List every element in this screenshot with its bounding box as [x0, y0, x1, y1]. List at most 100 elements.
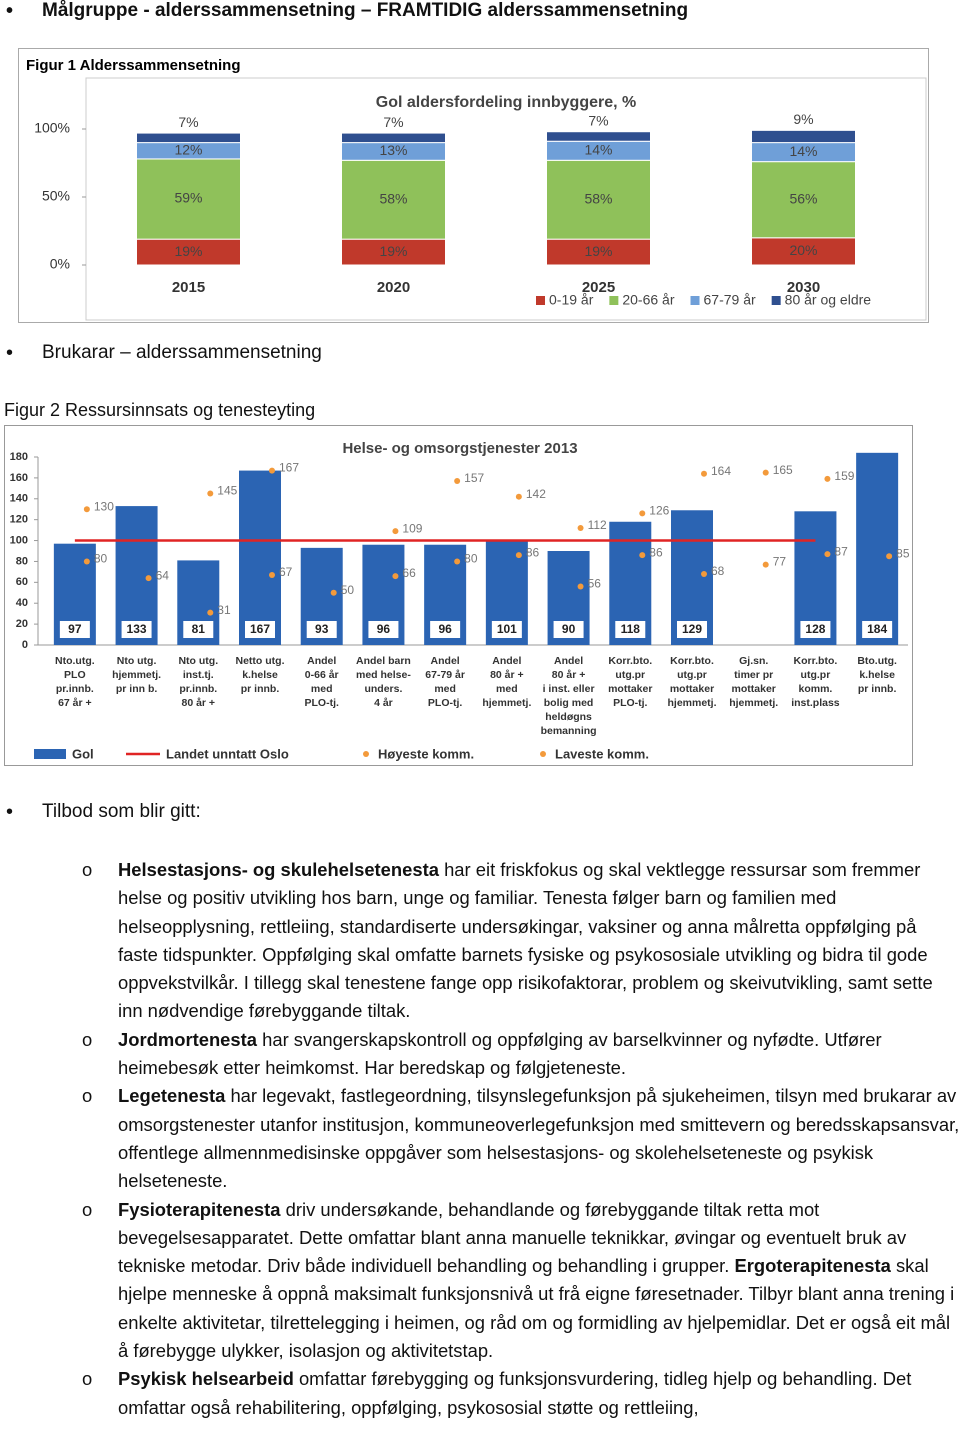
x-tick-label: Gj.sn. [739, 655, 768, 667]
bar-segment [751, 161, 856, 239]
bar [856, 452, 899, 645]
x-tick-label: 2030 [787, 279, 820, 296]
x-tick-label: Bto.utg. [857, 655, 897, 667]
data-label: 19% [174, 243, 202, 259]
x-tick-label: Nto utg. [178, 655, 218, 667]
data-label: 101 [497, 622, 517, 636]
point [577, 525, 584, 532]
x-tick-label: mottaker [608, 683, 652, 695]
data-label: 13% [379, 142, 407, 158]
description: omfattar førebygging og funksjonsvurderi… [118, 1368, 912, 1418]
data-label: 59% [174, 190, 202, 206]
data-label: 7% [588, 112, 608, 128]
x-tick-label: hjemmetj. [482, 697, 531, 709]
data-label: 96 [377, 622, 391, 636]
x-tick-label: PLO [64, 669, 86, 681]
chart-title: Gol aldersfordeling innbyggere, % [376, 94, 636, 111]
x-tick-label: 80 år + [181, 697, 215, 709]
point [639, 510, 646, 517]
data-label: 68 [711, 564, 725, 578]
x-tick-label: PLO-tj. [428, 697, 462, 709]
x-tick-label: timer pr [734, 669, 773, 681]
x-tick-label: 2025 [582, 279, 615, 296]
data-label: 85 [896, 546, 910, 560]
x-tick-label: Andel [431, 655, 460, 667]
x-tick-label: Korr.bto. [608, 655, 652, 667]
data-label: 50 [341, 583, 355, 597]
legend-swatch [771, 296, 781, 305]
y-tick-label: 50% [42, 188, 70, 204]
x-tick-label: pr.innb. [179, 683, 217, 695]
data-label: 167 [279, 461, 299, 475]
x-tick-label: Andel [492, 655, 521, 667]
x-tick-label: med [311, 683, 333, 695]
value-box [306, 621, 337, 638]
point [701, 570, 707, 577]
legend-label: Laveste komm. [555, 746, 649, 761]
data-label: 67 [279, 565, 293, 579]
y-tick-label: 180 [10, 451, 28, 463]
point [145, 575, 152, 582]
point [762, 561, 769, 568]
point [207, 609, 214, 616]
data-label: 86 [526, 545, 540, 559]
description: driv undersøkande, behandlande og føreby… [118, 1198, 907, 1277]
bar-segment [751, 129, 856, 144]
service-name: Ergoterapitenesta [734, 1255, 891, 1277]
data-label: 86 [649, 545, 663, 559]
legend-label: 67-79 år [704, 292, 756, 308]
age-chart: Figur 1 Alderssammensetning Gol aldersfo… [18, 48, 929, 323]
legend-swatch [540, 751, 546, 757]
service-name: Jordmortenesta [118, 1028, 257, 1050]
list-item: Jordmortenesta har svangerskapskontroll … [82, 1026, 960, 1083]
bar-segment [136, 132, 241, 144]
value-box [430, 621, 461, 638]
list-item: Helsestasjons- og skulehelsetenesta har … [82, 856, 960, 1026]
x-tick-label: i inst. eller [543, 683, 595, 695]
data-label: 126 [649, 504, 669, 518]
x-tick-label: med [434, 683, 456, 695]
value-box [553, 621, 584, 638]
x-tick-label: Andel [554, 655, 583, 667]
y-tick-label: 60 [16, 576, 28, 588]
point [269, 572, 275, 579]
data-label: 56 [588, 577, 602, 591]
data-label: 159 [834, 469, 854, 483]
data-label: 93 [315, 622, 329, 636]
figure-label: Figur 2 Ressursinnsats og tenesteyting [4, 400, 316, 420]
list-item: Fysioterapitenesta driv undersøkande, be… [82, 1196, 960, 1366]
data-label: 66 [402, 566, 416, 580]
data-label: 12% [174, 141, 202, 157]
y-tick-label: 120 [10, 514, 28, 526]
y-tick-label: 100 [10, 534, 28, 546]
bullet: Brukarar – alderssammensetning [6, 342, 322, 365]
bar-segment [136, 158, 241, 240]
service-name: Helsestasjons- og skulehelsetenesta [118, 859, 439, 880]
figure-label: Figur 1 Alderssammensetning [26, 57, 241, 74]
value-box [615, 621, 646, 638]
data-label: 129 [682, 622, 702, 636]
list-item: Legetenesta har legevakt, fastlegeordnin… [82, 1082, 960, 1195]
data-label: 20% [789, 242, 817, 258]
point [207, 490, 214, 497]
x-tick-label: k.helse [242, 669, 278, 681]
x-tick-label: inst.tj. [183, 669, 214, 681]
point [515, 493, 522, 500]
value-box [862, 621, 893, 638]
x-tick-label: med helse- [356, 669, 411, 681]
data-label: 97 [68, 622, 82, 636]
legend-label: 0-19 år [549, 292, 594, 308]
x-tick-label: pr.innb. [56, 683, 94, 695]
list-item: Psykisk helsearbeid omfattar førebygging… [82, 1365, 960, 1422]
x-tick-label: pr inn b. [116, 683, 157, 695]
point [454, 558, 461, 565]
point [701, 470, 707, 477]
legend-label: 20-66 år [622, 292, 674, 308]
service-name: Fysioterapitenesta [118, 1198, 281, 1220]
data-label: 80 [94, 552, 108, 566]
value-box [368, 621, 399, 638]
bar-segment [136, 238, 241, 266]
description: skal hjelpe menneske å oppnå maksimalt f… [118, 1255, 955, 1362]
value-box [121, 621, 152, 638]
